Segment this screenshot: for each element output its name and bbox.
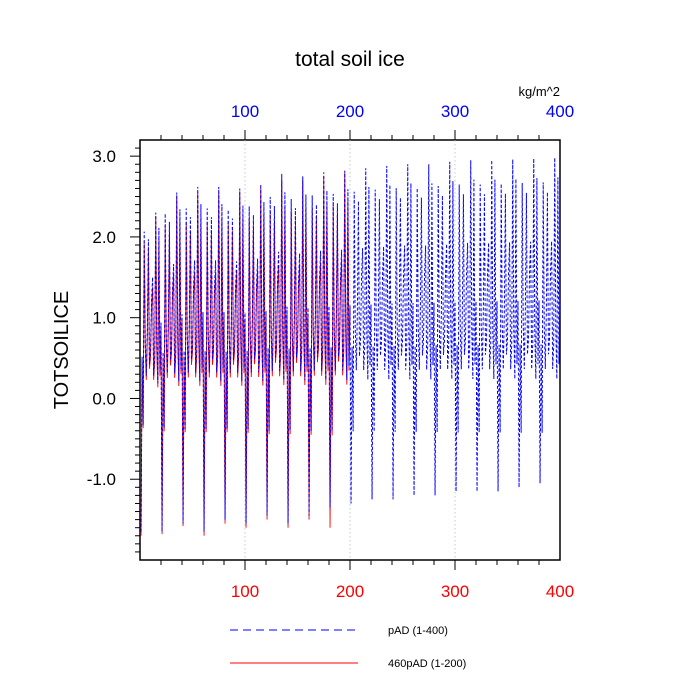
series-layer: [140, 157, 561, 536]
x-tick-label-bottom: 200: [336, 582, 364, 601]
y-tick-label: 1.0: [92, 309, 116, 328]
x-tick-label-bottom: 100: [231, 582, 259, 601]
axis-ticks: [130, 130, 540, 570]
y-tick-label: 2.0: [92, 228, 116, 247]
x-tick-labels-top: 100 200 300 400: [231, 102, 574, 121]
x-tick-labels-bottom: 100 200 300 400: [231, 582, 574, 601]
legend-label-pad: pAD (1-400): [388, 625, 448, 637]
units-label: kg/m^2: [518, 84, 560, 99]
y-tick-label: 3.0: [92, 147, 116, 166]
x-tick-label-top: 400: [546, 102, 574, 121]
x-tick-label-top: 100: [231, 102, 259, 121]
series-line-pad: [140, 157, 561, 532]
x-tick-label-top: 300: [441, 102, 469, 121]
y-tick-labels: 3.0 2.0 1.0 0.0 -1.0: [87, 147, 116, 489]
y-tick-label: 0.0: [92, 389, 116, 408]
x-tick-label-bottom: 300: [441, 582, 469, 601]
chart-title: total soil ice: [295, 48, 405, 71]
legend-label-460pad: 460pAD (1-200): [388, 658, 466, 670]
x-tick-label-top: 200: [336, 102, 364, 121]
x-tick-label-bottom: 400: [546, 582, 574, 601]
y-axis-label: TOTSOILICE: [51, 291, 73, 410]
y-tick-label: -1.0: [87, 470, 116, 489]
legend: pAD (1-400) 460pAD (1-200): [230, 625, 466, 670]
